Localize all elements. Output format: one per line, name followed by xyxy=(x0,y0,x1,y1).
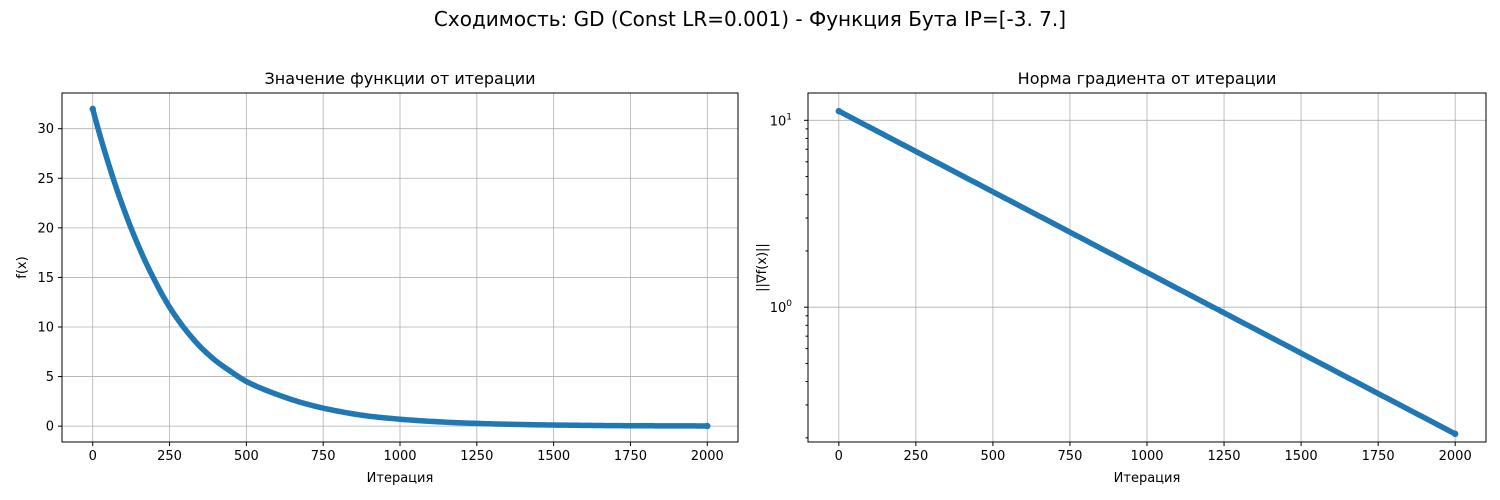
x-tick-label: 1500 xyxy=(537,449,570,464)
x-tick-label: 1250 xyxy=(460,449,493,464)
right-chart-title: Норма градиента от итерации xyxy=(1018,69,1277,88)
y-tick-label: 0 xyxy=(46,420,54,435)
left-chart-ylabel: f(x) xyxy=(15,256,30,278)
y-tick-label: 15 xyxy=(37,271,54,286)
y-tick-exponent: 0 xyxy=(786,299,792,309)
x-tick-label: 2000 xyxy=(1439,449,1472,464)
y-tick-label: 101 xyxy=(770,112,792,129)
y-tick-label: 5 xyxy=(46,370,54,385)
x-tick-label: 1500 xyxy=(1285,449,1318,464)
x-tick-label: 0 xyxy=(89,449,97,464)
x-tick-label: 500 xyxy=(234,449,259,464)
x-tick-label: 1750 xyxy=(614,449,647,464)
data-point xyxy=(89,105,96,113)
data-point xyxy=(835,107,843,115)
figure-title: Сходимость: GD (Const LR=0.001) - Функци… xyxy=(434,7,1066,31)
data-point xyxy=(704,422,711,430)
y-tick-label: 10 xyxy=(37,320,54,335)
right-chart-ylabel: ||∇f(x)|| xyxy=(755,243,770,292)
x-tick-label: 750 xyxy=(311,449,336,464)
y-tick-label: 100 xyxy=(770,299,793,316)
x-tick-label: 250 xyxy=(903,449,928,464)
y-tick-exponent: 1 xyxy=(786,112,792,122)
left-chart-series xyxy=(89,105,711,430)
x-tick-label: 1750 xyxy=(1362,449,1395,464)
series-line xyxy=(836,108,1458,437)
x-tick-label: 250 xyxy=(157,449,182,464)
y-tick-base: 10 xyxy=(770,301,787,316)
left-chart-grid xyxy=(62,93,738,442)
x-tick-label: 750 xyxy=(1058,449,1083,464)
left-chart-xlabel: Итерация xyxy=(367,471,434,486)
y-tick-label: 30 xyxy=(37,122,54,137)
series-line xyxy=(89,106,711,429)
x-tick-label: 1000 xyxy=(1130,449,1163,464)
data-point xyxy=(1451,430,1459,438)
left-chart-title: Значение функции от итерации xyxy=(264,69,535,88)
left-chart: 0 250 500 750 1000 1250 1500 1750 2000 0 5 10 15 20 25… xyxy=(15,69,739,486)
x-tick-label: 2000 xyxy=(691,449,724,464)
y-tick-label: 20 xyxy=(37,221,54,236)
y-tick-label: 25 xyxy=(37,172,54,187)
x-tick-label: 1000 xyxy=(383,449,416,464)
x-tick-label: 1250 xyxy=(1207,449,1240,464)
x-tick-label: 0 xyxy=(835,449,843,464)
left-chart-ticks: 0 250 500 750 1000 1250 1500 1750 2000 0 5 10 15 20 25… xyxy=(37,122,723,464)
right-chart-series xyxy=(835,107,1459,438)
x-tick-label: 500 xyxy=(980,449,1005,464)
y-tick-base: 10 xyxy=(770,114,787,129)
right-chart-xlabel: Итерация xyxy=(1114,471,1181,486)
